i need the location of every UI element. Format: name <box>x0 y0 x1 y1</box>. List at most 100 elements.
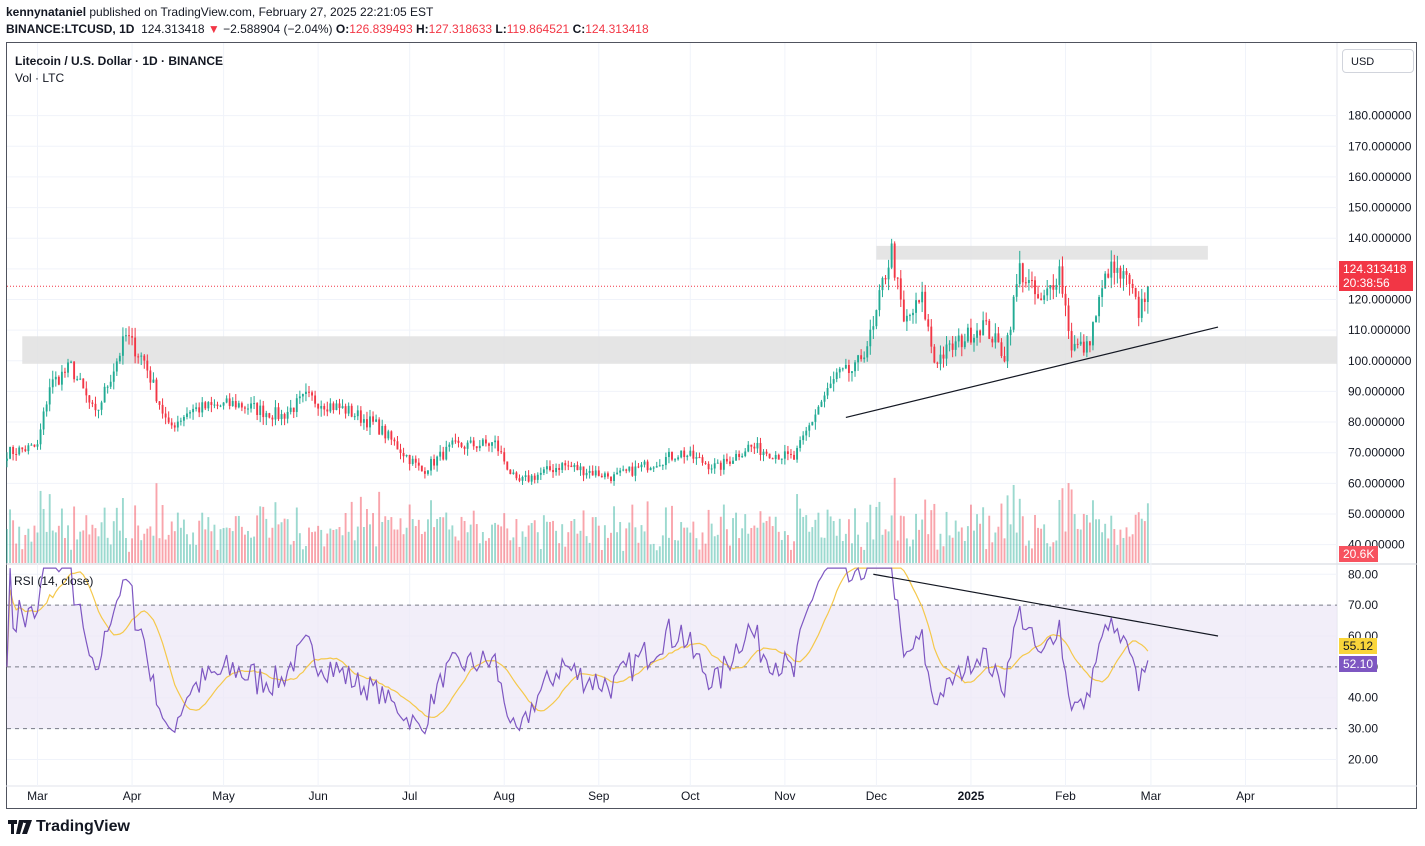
volume-bar <box>1067 483 1070 563</box>
volume-bar <box>207 517 210 563</box>
volume-bar <box>820 537 823 563</box>
candle-body <box>488 443 490 446</box>
volume-bar <box>332 529 335 563</box>
volume-bar <box>881 534 884 563</box>
candle-body <box>170 422 173 426</box>
volume-bar <box>1037 527 1040 563</box>
currency-button[interactable]: USD <box>1342 49 1414 73</box>
volume-bar <box>567 532 570 563</box>
candle-body <box>851 371 853 374</box>
volume-bar <box>725 529 728 563</box>
candle-body <box>121 336 124 356</box>
volume-bar <box>308 527 310 563</box>
candle-body <box>506 461 509 470</box>
candle-body <box>118 355 121 362</box>
volume-bar <box>140 540 143 563</box>
candle-body <box>973 337 975 343</box>
volume-bar <box>658 546 661 563</box>
volume-bar <box>262 506 265 563</box>
volume-bar <box>939 533 942 563</box>
volume-legend[interactable]: Vol · LTC <box>15 71 65 85</box>
volume-bar <box>951 537 954 563</box>
candle-body <box>832 379 835 384</box>
rsi-legend[interactable]: RSI (14, close) <box>14 574 94 588</box>
candle-body <box>317 403 320 409</box>
volume-bar <box>247 530 249 563</box>
candle-body <box>210 402 213 405</box>
volume-bar <box>1052 542 1055 563</box>
footer-brand[interactable]: TradingView <box>8 818 130 836</box>
candle-body <box>783 451 786 459</box>
volume-bar <box>512 537 515 563</box>
volume-bar <box>756 527 759 563</box>
volume-bar <box>814 519 817 563</box>
volume-bar <box>878 501 881 563</box>
volume-bar <box>777 531 780 563</box>
candle-body <box>91 402 94 404</box>
candle-body <box>829 383 832 388</box>
price-tick-label: 90.000000 <box>1348 384 1405 398</box>
candle-body <box>1082 341 1085 353</box>
candle-body <box>24 449 27 452</box>
candle-body <box>658 465 661 467</box>
candle-body <box>661 465 664 467</box>
volume-bar <box>1012 484 1015 563</box>
candle-body <box>445 446 448 460</box>
candle-body <box>671 451 673 460</box>
candle-body <box>387 431 390 439</box>
candle-body <box>735 453 738 461</box>
volume-bar <box>783 531 786 563</box>
candle-body <box>225 398 228 403</box>
volume-bar <box>823 537 826 563</box>
candle-body <box>747 444 750 452</box>
volume-bar <box>750 528 753 563</box>
time-tick-label: 2025 <box>958 789 985 803</box>
candle-body <box>143 355 146 361</box>
time-tick-label: Dec <box>866 789 887 803</box>
candle-body <box>573 464 576 468</box>
volume-bar <box>1018 498 1021 563</box>
volume-bar <box>125 537 127 563</box>
volume-bar <box>45 531 48 563</box>
candle-body <box>603 473 606 478</box>
candle-body <box>887 267 890 280</box>
candle-body <box>393 439 396 442</box>
volume-bar <box>311 532 313 563</box>
symbol-legend[interactable]: Litecoin / U.S. Dollar · 1D · BINANCE <box>15 54 223 68</box>
volume-bar <box>164 539 167 563</box>
candle-body <box>76 378 79 380</box>
volume-bar <box>887 531 890 563</box>
publisher-name[interactable]: kennynataniel <box>6 5 87 19</box>
volume-bar <box>616 532 619 563</box>
volume-bar <box>1088 522 1091 563</box>
volume-bar <box>359 496 362 563</box>
volume-bar <box>396 529 399 563</box>
volume-bar <box>304 546 307 563</box>
volume-bar <box>552 520 554 563</box>
volume-bar <box>118 530 121 563</box>
chart-frame <box>6 42 1417 809</box>
candle-body <box>1018 263 1021 285</box>
candle-body <box>396 441 399 450</box>
price-tick-label: 160.000000 <box>1348 170 1412 184</box>
candle-body <box>112 371 115 382</box>
candle-body <box>457 440 460 443</box>
volume-bar <box>283 518 286 563</box>
candle-body <box>927 319 930 327</box>
volume-bar <box>542 515 545 563</box>
volume-bar <box>692 521 695 563</box>
candle-body <box>405 454 408 457</box>
volume-bar <box>707 509 710 563</box>
volume-bar <box>323 546 326 563</box>
volume-bar <box>417 519 420 563</box>
candle-body <box>1009 329 1012 336</box>
candle-body <box>908 315 911 317</box>
candle-body <box>1037 294 1040 299</box>
volume-bar <box>646 501 649 563</box>
candle-body <box>301 393 304 397</box>
volume-bar <box>256 515 259 563</box>
candle-body <box>796 448 799 460</box>
volume-bar <box>228 528 231 563</box>
price-tick-label: 140.000000 <box>1348 231 1412 245</box>
